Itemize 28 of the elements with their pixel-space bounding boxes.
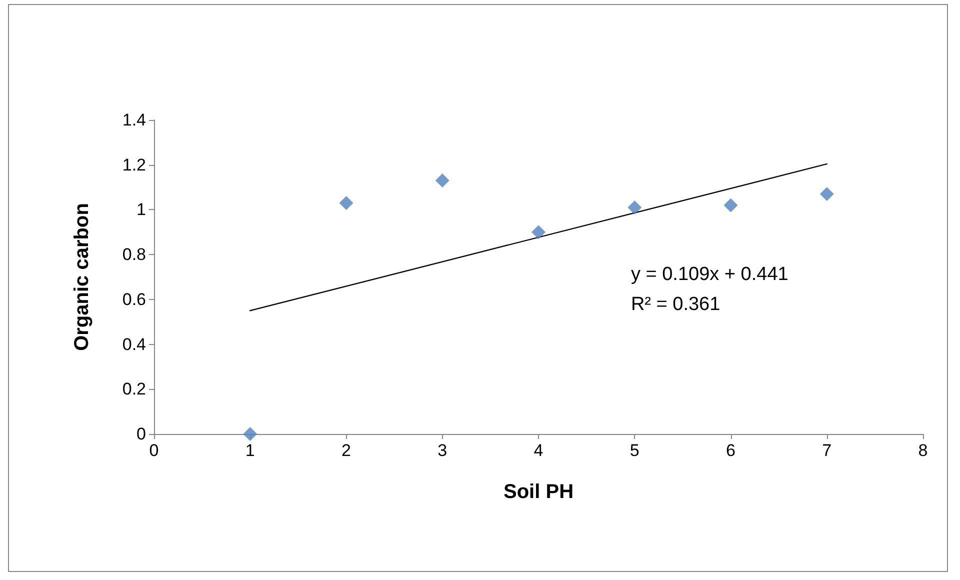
point [243,427,258,441]
x-tick-label: 5 [630,441,640,460]
x-tick-label: 0 [149,441,159,460]
x-tick-label: 6 [726,441,736,460]
y-tick-label: 1.2 [122,155,146,174]
x-tick-label: 7 [822,441,832,460]
y-tick-label: 0.2 [122,380,146,399]
x-tick-label: 3 [438,441,448,460]
point [339,196,354,210]
y-axis-title: Organic carbon [71,203,93,351]
point [820,187,834,202]
y-tick-label: 0 [136,424,146,444]
point [724,198,738,212]
y-tick-label: 0.8 [122,245,146,264]
x-tick-label: 8 [918,441,928,460]
x-axis-title: Soil PH [503,481,574,503]
y-tick-label: 1.4 [122,110,146,130]
x-tick-label: 4 [534,441,544,460]
y-tick-label: 0.6 [122,290,146,309]
point [435,174,450,188]
annotation: R² = 0.361 [630,294,720,316]
annotation: y = 0.109x + 0.441 [630,264,788,286]
x-tick-label: 2 [342,441,351,460]
x-tick-label: 1 [245,441,255,460]
point [628,200,642,214]
point [532,225,546,240]
y-tick-label: 1 [136,200,146,220]
y-tick-label: 0.4 [122,334,146,354]
